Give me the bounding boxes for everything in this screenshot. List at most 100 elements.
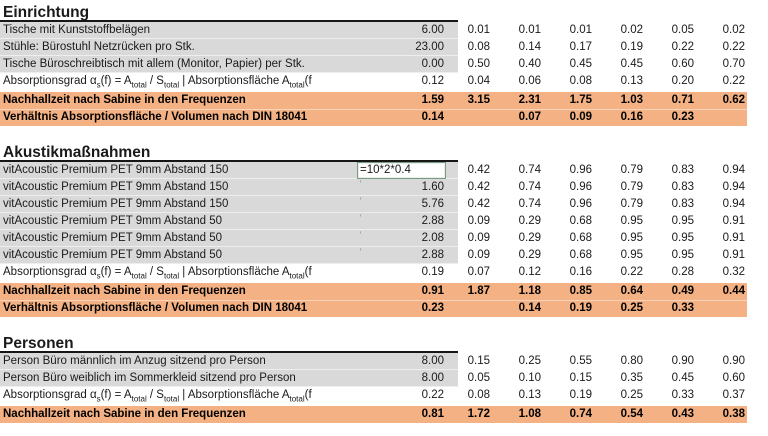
freq-cell[interactable]: 0.94 <box>722 164 745 176</box>
freq-cell[interactable]: 0.95 <box>620 249 643 261</box>
freq-cell[interactable]: 0.14 <box>518 41 541 53</box>
freq-cell[interactable]: 0.68 <box>569 232 592 244</box>
freq-cell[interactable]: 0.96 <box>569 164 592 176</box>
row-label-cell[interactable]: vitAcoustic Premium PET 9mm Abstand 50 <box>3 215 223 227</box>
freq-cell[interactable]: 0.91 <box>722 215 745 227</box>
freq-cell[interactable]: 0.19 <box>569 389 592 401</box>
freq-cell[interactable]: 0.23 <box>671 111 694 123</box>
row-label-cell[interactable]: Nachhallzeit nach Sabine in den Frequenz… <box>3 94 246 106</box>
value-cell[interactable]: 0.23 <box>421 302 444 314</box>
freq-cell[interactable]: 0.80 <box>620 355 643 367</box>
freq-cell[interactable]: 0.91 <box>722 249 745 261</box>
freq-cell[interactable]: 0.28 <box>671 266 694 278</box>
freq-cell[interactable]: 1.72 <box>467 408 490 420</box>
freq-cell[interactable]: 0.79 <box>620 198 643 210</box>
freq-cell[interactable]: 0.74 <box>518 181 541 193</box>
freq-cell[interactable]: 0.45 <box>569 58 592 70</box>
freq-cell[interactable]: 0.09 <box>467 232 490 244</box>
row-label-cell[interactable]: Stühle: Bürostuhl Netzrücken pro Stk. <box>3 41 195 53</box>
freq-cell[interactable]: 0.02 <box>722 24 745 36</box>
freq-cell[interactable]: 0.22 <box>671 41 694 53</box>
freq-cell[interactable]: 0.04 <box>467 75 490 87</box>
freq-cell[interactable]: 0.01 <box>467 24 490 36</box>
freq-cell[interactable]: 0.33 <box>671 389 694 401</box>
freq-cell[interactable]: 0.33 <box>671 302 694 314</box>
freq-cell[interactable]: 0.42 <box>467 198 490 210</box>
freq-cell[interactable]: 0.94 <box>722 198 745 210</box>
freq-cell[interactable]: 0.60 <box>671 58 694 70</box>
freq-cell[interactable]: 0.22 <box>620 266 643 278</box>
freq-cell[interactable]: 0.13 <box>518 389 541 401</box>
freq-cell[interactable]: 0.91 <box>722 232 745 244</box>
value-cell[interactable]: 23.00 <box>415 41 444 53</box>
freq-cell[interactable]: 0.74 <box>518 198 541 210</box>
row-label-cell[interactable]: Verhältnis Absorptionsfläche / Volumen n… <box>3 302 308 314</box>
freq-cell[interactable]: 0.49 <box>671 285 694 297</box>
row-label-cell[interactable]: Absorptionsgrad αs(f) = Atotal / Stotal … <box>0 73 390 90</box>
row-label-cell[interactable]: Nachhallzeit nach Sabine in den Frequenz… <box>3 285 246 297</box>
freq-cell[interactable]: 0.38 <box>722 408 745 420</box>
freq-cell[interactable]: 0.96 <box>569 181 592 193</box>
freq-cell[interactable]: 0.17 <box>569 41 592 53</box>
value-cell[interactable]: 0.14 <box>421 111 444 123</box>
freq-cell[interactable]: 0.40 <box>518 58 541 70</box>
freq-cell[interactable]: 0.15 <box>467 355 490 367</box>
freq-cell[interactable]: 0.07 <box>518 111 541 123</box>
freq-cell[interactable]: 0.09 <box>569 111 592 123</box>
freq-cell[interactable]: 0.50 <box>467 58 490 70</box>
row-label-cell[interactable]: Absorptionsgrad αs(f) = Atotal / Stotal … <box>0 387 390 404</box>
freq-cell[interactable]: 0.71 <box>671 94 694 106</box>
value-cell[interactable]: 0.91 <box>421 285 444 297</box>
freq-cell[interactable]: 0.95 <box>671 215 694 227</box>
freq-cell[interactable]: 0.62 <box>722 94 745 106</box>
freq-cell[interactable]: 0.54 <box>620 408 643 420</box>
freq-cell[interactable]: 0.95 <box>671 249 694 261</box>
row-label-cell[interactable]: vitAcoustic Premium PET 9mm Abstand 150 <box>3 181 229 193</box>
freq-cell[interactable]: 0.95 <box>671 232 694 244</box>
freq-cell[interactable]: 0.42 <box>467 181 490 193</box>
freq-cell[interactable]: 0.60 <box>722 372 745 384</box>
freq-cell[interactable]: 0.29 <box>518 215 541 227</box>
freq-cell[interactable]: 0.09 <box>467 249 490 261</box>
freq-cell[interactable]: 0.22 <box>722 75 745 87</box>
freq-cell[interactable]: 0.01 <box>569 24 592 36</box>
freq-cell[interactable]: 0.13 <box>620 75 643 87</box>
value-cell[interactable]: 0.12 <box>421 75 444 87</box>
freq-cell[interactable]: 1.08 <box>518 408 541 420</box>
value-cell[interactable]: 0.81 <box>421 408 444 420</box>
freq-cell[interactable]: 0.85 <box>569 285 592 297</box>
value-cell[interactable]: 1.59 <box>421 94 444 106</box>
freq-cell[interactable]: 0.94 <box>722 181 745 193</box>
freq-cell[interactable]: 0.74 <box>518 164 541 176</box>
freq-cell[interactable]: 0.43 <box>671 408 694 420</box>
freq-cell[interactable]: 3.15 <box>467 94 490 106</box>
value-cell[interactable]: 2.08 <box>421 232 444 244</box>
freq-cell[interactable]: 0.29 <box>518 249 541 261</box>
freq-cell[interactable]: 0.10 <box>518 372 541 384</box>
freq-cell[interactable]: 0.95 <box>620 232 643 244</box>
value-cell[interactable]: 5.76 <box>421 198 444 210</box>
freq-cell[interactable]: 0.45 <box>620 58 643 70</box>
row-label-cell[interactable]: vitAcoustic Premium PET 9mm Abstand 50 <box>3 232 223 244</box>
value-cell[interactable]: 6.00 <box>421 24 444 36</box>
value-cell[interactable]: 8.00 <box>421 355 444 367</box>
freq-cell[interactable]: 0.16 <box>569 266 592 278</box>
value-cell[interactable]: 0.00 <box>421 58 444 70</box>
row-label-cell[interactable]: Tische Büroschreibtisch mit allem (Monit… <box>3 58 305 70</box>
freq-cell[interactable]: 0.20 <box>671 75 694 87</box>
row-label-cell[interactable]: vitAcoustic Premium PET 9mm Abstand 150 <box>3 164 229 176</box>
freq-cell[interactable]: 0.35 <box>620 372 643 384</box>
freq-cell[interactable]: 0.08 <box>467 389 490 401</box>
freq-cell[interactable]: 0.16 <box>620 111 643 123</box>
freq-cell[interactable]: 0.83 <box>671 181 694 193</box>
freq-cell[interactable]: 0.06 <box>518 75 541 87</box>
freq-cell[interactable]: 0.08 <box>467 41 490 53</box>
freq-cell[interactable]: 0.44 <box>722 285 745 297</box>
row-label-cell[interactable]: Person Büro männlich im Anzug sitzend pr… <box>3 355 266 367</box>
freq-cell[interactable]: 1.18 <box>518 285 541 297</box>
value-cell[interactable]: 2.88 <box>421 215 444 227</box>
freq-cell[interactable]: 0.15 <box>569 372 592 384</box>
freq-cell[interactable]: 0.95 <box>620 215 643 227</box>
freq-cell[interactable]: 0.68 <box>569 215 592 227</box>
row-label-cell[interactable]: Absorptionsgrad αs(f) = Atotal / Stotal … <box>0 264 390 281</box>
